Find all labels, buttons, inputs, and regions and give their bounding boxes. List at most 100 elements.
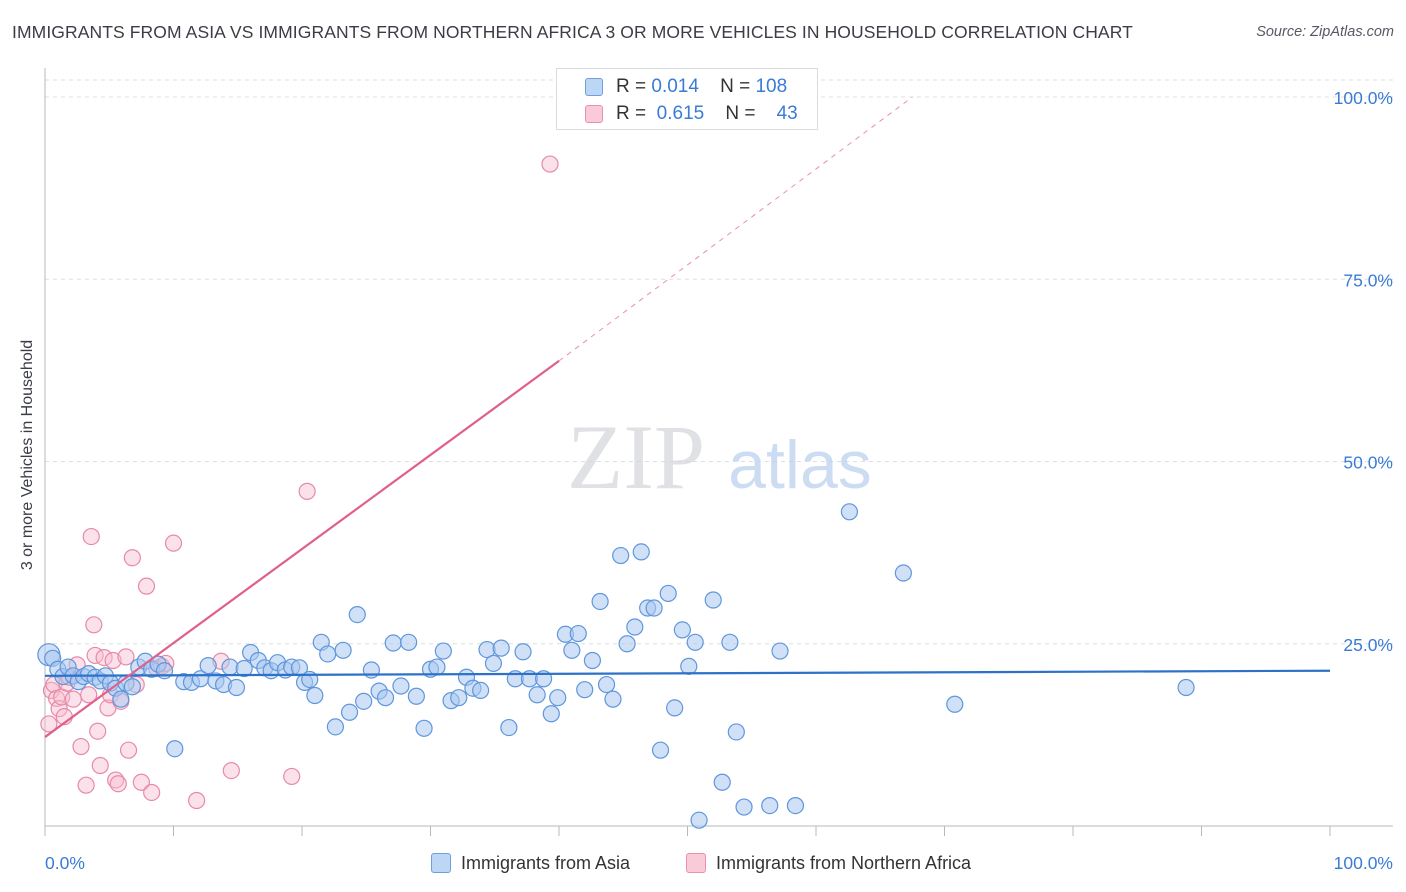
data-point-asia — [673, 621, 691, 639]
data-point-asia — [484, 654, 503, 673]
data-point-asia — [771, 642, 789, 660]
data-point-asia — [123, 678, 141, 696]
data-point-asia — [166, 740, 184, 758]
y-tick-label: 100.0% — [1334, 88, 1393, 108]
data-point-northern-africa — [40, 715, 58, 733]
y-tick-label: 25.0% — [1343, 635, 1393, 655]
data-point-asia — [583, 651, 602, 670]
legend-n-label: N = — [725, 103, 756, 124]
data-point-northern-africa — [64, 690, 82, 708]
data-point-northern-africa — [541, 155, 559, 173]
data-point-asia — [618, 635, 636, 653]
data-point-asia — [326, 718, 345, 736]
data-point-northern-africa — [117, 648, 135, 666]
trend-lines — [44, 96, 1331, 738]
correlation-legend: R = 0.014 N = 108 R = 0.615 N = 43 — [556, 68, 818, 130]
data-point-asia — [659, 584, 677, 603]
y-axis-label: 3 or more Vehicles in Household — [19, 339, 36, 571]
data-point-asia — [713, 773, 731, 791]
data-point-asia — [569, 624, 587, 643]
legend-n-value-northern-africa: 43 — [776, 103, 798, 124]
legend-r-value-asia: 0.014 — [651, 76, 699, 97]
legend-n-label: N = — [720, 76, 751, 97]
data-point-asia — [112, 690, 130, 708]
data-point-asia — [306, 686, 324, 705]
data-point-northern-africa — [143, 783, 161, 802]
data-point-northern-africa — [104, 651, 122, 670]
legend-r-label: R = — [616, 76, 647, 97]
legend-text-asia: R = 0.014 N = 108 — [616, 76, 787, 98]
data-point-asia — [434, 642, 452, 660]
data-point-asia — [355, 692, 373, 710]
data-point-northern-africa — [164, 534, 183, 552]
data-point-northern-africa — [222, 761, 240, 780]
data-point-northern-africa — [119, 741, 138, 759]
data-point-asia — [407, 687, 425, 705]
tick-labels: 25.0% 50.0% 75.0% 100.0% 0.0% 100.0% — [45, 88, 1393, 873]
bottom-legend-label-northern-africa: Immigrants from Northern Africa — [716, 853, 972, 873]
data-point-asia — [392, 677, 410, 695]
data-point-northern-africa — [132, 773, 150, 791]
data-point-asia — [645, 599, 663, 617]
data-point-asia — [492, 639, 510, 657]
watermark-zip: ZIP — [567, 406, 705, 508]
legend-r-value-northern-africa: 0.615 — [656, 103, 705, 124]
data-point-asia — [319, 645, 337, 663]
data-point-asia — [786, 796, 805, 815]
data-point-northern-africa — [123, 549, 141, 567]
trend-line-asia — [44, 669, 1331, 677]
data-point-asia — [651, 741, 670, 759]
data-point-asia — [591, 592, 609, 611]
data-point-asia — [227, 678, 246, 697]
data-point-asia — [472, 681, 490, 700]
data-point-asia — [221, 658, 239, 676]
data-point-asia — [384, 634, 402, 652]
data-point-northern-africa — [85, 616, 103, 634]
data-point-northern-africa — [188, 791, 206, 810]
source-label: Source: ZipAtlas.com — [1256, 24, 1394, 40]
data-point-asia — [415, 719, 433, 737]
grid-lines — [45, 79, 1393, 645]
watermark-atlas: atlas — [728, 427, 872, 503]
series-northern-africa — [40, 155, 559, 810]
data-point-asia — [528, 686, 546, 704]
data-point-northern-africa — [72, 737, 90, 756]
data-point-asia — [334, 641, 352, 659]
data-point-asia — [348, 605, 366, 624]
data-point-northern-africa — [89, 722, 107, 740]
x-tick-label-end: 100.0% — [1334, 853, 1393, 873]
data-point-asia — [612, 546, 630, 565]
data-point-asia — [666, 699, 684, 717]
data-point-northern-africa — [91, 756, 109, 775]
data-point-asia — [761, 796, 779, 815]
data-point-asia — [597, 675, 616, 694]
data-point-asia — [235, 659, 253, 678]
data-point-northern-africa — [137, 577, 156, 595]
data-point-asia — [727, 723, 745, 741]
data-point-asia — [735, 798, 753, 816]
legend-n-value-asia: 108 — [755, 76, 788, 97]
data-point-asia — [450, 689, 468, 707]
data-point-asia — [376, 689, 395, 707]
data-point-asia — [704, 591, 722, 609]
data-point-asia — [894, 564, 912, 582]
data-point-asia — [400, 633, 418, 651]
legend-swatch-asia — [585, 78, 603, 96]
trend-line-northern-africa-extension — [558, 96, 913, 362]
data-point-northern-africa — [109, 775, 127, 793]
legend-swatch-northern-africa — [585, 105, 603, 123]
data-point-asia — [563, 641, 581, 659]
data-point-asia — [199, 657, 217, 675]
axes — [44, 68, 1393, 836]
data-point-asia — [549, 689, 567, 707]
data-point-asia — [686, 633, 704, 651]
data-point-asia — [946, 695, 964, 713]
data-point-asia — [1177, 678, 1195, 697]
data-point-asia — [690, 811, 708, 829]
data-point-asia — [840, 503, 859, 521]
data-point-asia — [626, 618, 644, 636]
data-point-asia — [514, 643, 532, 661]
watermark: ZIP atlas — [567, 406, 872, 508]
series-asia — [37, 503, 1195, 829]
